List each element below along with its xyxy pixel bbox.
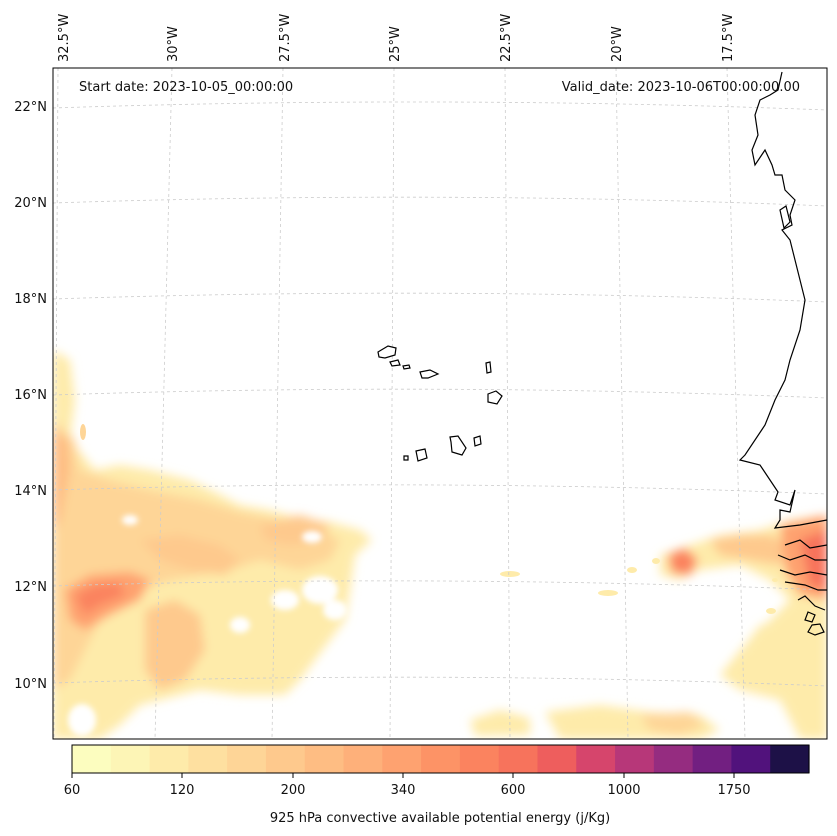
colorbar-cell — [382, 745, 422, 773]
cape-gaps — [68, 515, 347, 736]
cape-east-band — [470, 515, 827, 739]
lat-label: 18°N — [14, 292, 47, 307]
colorbar-cell — [188, 745, 228, 773]
colorbar-cell — [149, 745, 189, 773]
colorbar-tick-label: 200 — [281, 783, 306, 798]
lat-label: 12°N — [14, 580, 47, 595]
colorbar-cell — [537, 745, 577, 773]
map-frame — [52, 67, 828, 740]
colorbar-cell — [304, 745, 345, 773]
colorbar-cell — [615, 745, 655, 773]
colorbar-ticks — [71, 773, 735, 778]
colorbar-tick-label: 60 — [64, 783, 81, 798]
start-date-label: Start date: 2023-10-05_00:00:00 — [79, 80, 293, 95]
colorbar: 60 120 200 340 600 1000 1750 925 hPa con… — [64, 744, 810, 826]
colorbar-cell — [692, 745, 733, 773]
colorbar-tick-labels: 60 120 200 340 600 1000 1750 — [64, 783, 751, 798]
islands-cape-verde — [377, 345, 503, 462]
lon-label: 27.5°W — [278, 14, 293, 62]
lon-label: 17.5°W — [721, 14, 736, 62]
lon-label: 25°W — [388, 26, 403, 62]
valid-date-label: Valid_date: 2023-10-06T00:00:00.00 — [562, 80, 800, 95]
map-panel — [52, 67, 828, 740]
colorbar-tick-label: 600 — [501, 783, 526, 798]
colorbar-cell — [110, 745, 151, 773]
colorbar-tick-label: 340 — [391, 783, 416, 798]
colorbar-cell — [265, 745, 306, 773]
colorbar-cell — [227, 745, 267, 773]
coastline-africa — [738, 71, 827, 636]
lat-label: 16°N — [14, 388, 47, 403]
lat-label: 20°N — [14, 196, 47, 211]
cape-west-band — [53, 350, 372, 739]
lon-label: 20°W — [610, 26, 625, 62]
colorbar-cells — [72, 745, 810, 773]
longitude-labels: 32.5°W 30°W 27.5°W 25°W 22.5°W 20°W 17.5… — [57, 14, 736, 62]
lon-label: 32.5°W — [57, 14, 72, 62]
cape-field — [53, 68, 827, 739]
lon-label: 22.5°W — [499, 14, 514, 62]
colorbar-frame — [71, 744, 810, 774]
colorbar-cell — [653, 745, 694, 773]
colorbar-tick-label: 1000 — [607, 783, 640, 798]
colorbar-cell — [72, 745, 112, 773]
lon-label: 30°W — [166, 26, 181, 62]
lat-label: 22°N — [14, 100, 47, 115]
colorbar-cell — [770, 745, 810, 773]
colorbar-tick-label: 1750 — [717, 783, 750, 798]
latitude-labels: 22°N 20°N 18°N 16°N 14°N 12°N 10°N — [14, 100, 47, 692]
colorbar-cell — [459, 745, 500, 773]
colorbar-cell — [498, 745, 539, 773]
colorbar-cell — [421, 745, 461, 773]
colorbar-title: 925 hPa convective available potential e… — [270, 811, 610, 826]
lat-label: 10°N — [14, 677, 47, 692]
colorbar-cell — [731, 745, 771, 773]
colorbar-tick-label: 120 — [170, 783, 195, 798]
graticule — [53, 68, 827, 739]
colorbar-cell — [343, 745, 383, 773]
cape-east-specks — [80, 424, 778, 614]
lat-label: 14°N — [14, 484, 47, 499]
colorbar-cell — [576, 745, 616, 773]
